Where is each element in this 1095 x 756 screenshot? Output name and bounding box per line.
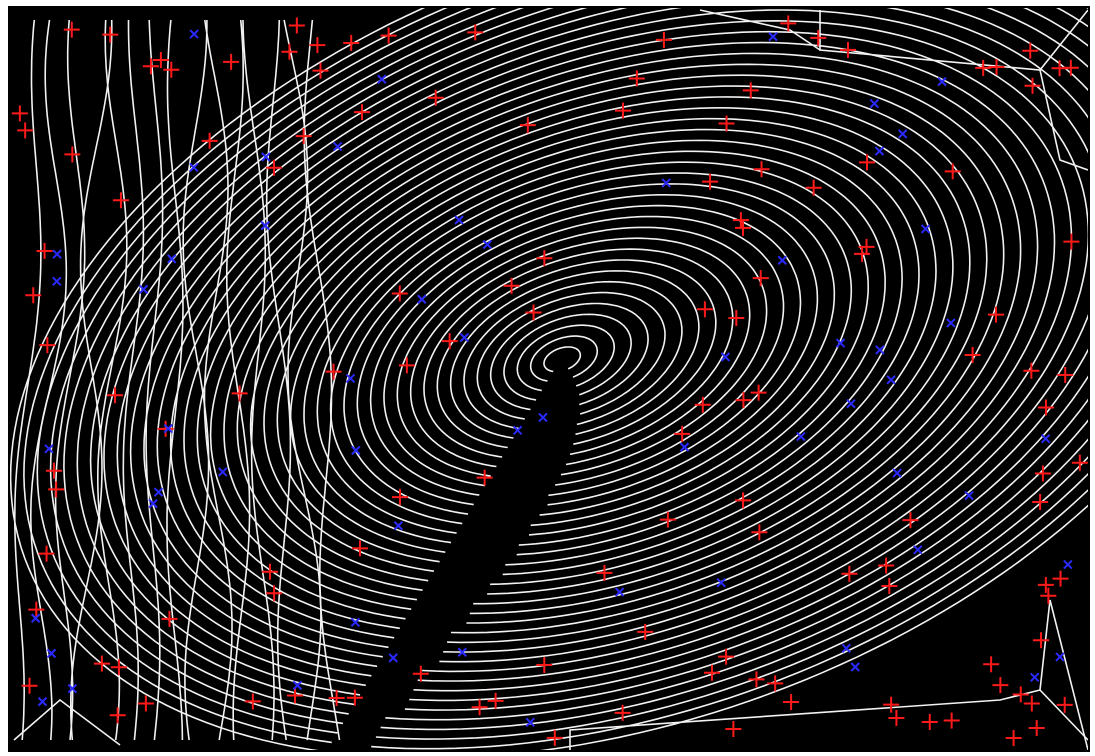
fingerprint-skeleton — [0, 0, 1095, 756]
background — [8, 6, 1090, 752]
page: (() => { const svg = document.getElement… — [0, 0, 1095, 756]
